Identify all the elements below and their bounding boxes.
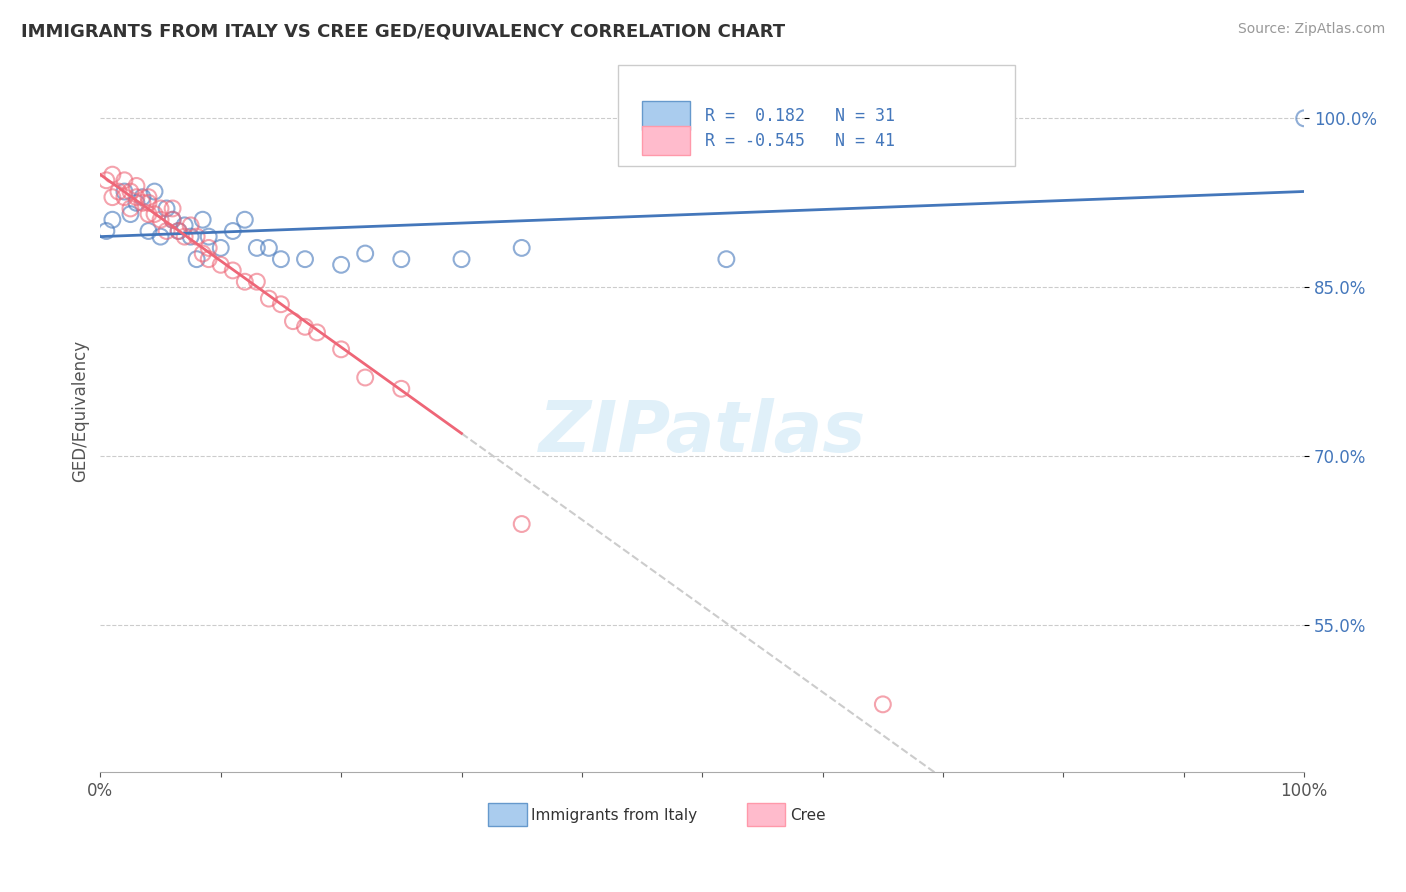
Point	[112, 190, 135, 204]
Point	[149, 212, 172, 227]
Point	[120, 185, 142, 199]
Point	[155, 224, 177, 238]
Point	[233, 275, 256, 289]
Point	[138, 195, 160, 210]
Point	[96, 224, 118, 238]
FancyBboxPatch shape	[619, 65, 1015, 166]
Point	[173, 229, 195, 244]
Point	[101, 212, 124, 227]
Point	[510, 241, 533, 255]
Point	[450, 252, 472, 267]
Point	[354, 246, 377, 260]
Point	[246, 241, 269, 255]
Point	[197, 229, 219, 244]
Point	[101, 190, 124, 204]
Point	[138, 224, 160, 238]
Point	[510, 516, 533, 531]
Point	[101, 168, 124, 182]
Point	[149, 202, 172, 216]
Text: Cree: Cree	[790, 808, 825, 822]
Point	[162, 212, 184, 227]
Point	[138, 207, 160, 221]
Point	[716, 252, 738, 267]
Point	[197, 252, 219, 267]
Bar	[747, 803, 786, 826]
Point	[112, 185, 135, 199]
Point	[209, 241, 232, 255]
Point	[246, 275, 269, 289]
Text: R = -0.545   N = 41: R = -0.545 N = 41	[704, 132, 894, 150]
Point	[354, 370, 377, 384]
Point	[143, 185, 166, 199]
Point	[155, 202, 177, 216]
Text: Source: ZipAtlas.com: Source: ZipAtlas.com	[1237, 22, 1385, 37]
Point	[294, 319, 316, 334]
Point	[162, 202, 184, 216]
Point	[209, 258, 232, 272]
Point	[138, 190, 160, 204]
Y-axis label: GED/Equivalency: GED/Equivalency	[72, 340, 89, 483]
Bar	[643, 127, 690, 155]
Point	[294, 252, 316, 267]
Point	[180, 229, 202, 244]
Point	[270, 297, 292, 311]
Point	[186, 229, 208, 244]
Point	[270, 252, 292, 267]
Bar	[488, 803, 526, 826]
Point	[197, 241, 219, 255]
Text: IMMIGRANTS FROM ITALY VS CREE GED/EQUIVALENCY CORRELATION CHART: IMMIGRANTS FROM ITALY VS CREE GED/EQUIVA…	[21, 22, 785, 40]
Point	[1294, 112, 1316, 126]
Point	[872, 698, 894, 712]
Point	[149, 229, 172, 244]
Point	[222, 263, 245, 277]
Point	[120, 202, 142, 216]
Text: R =  0.182   N = 31: R = 0.182 N = 31	[704, 107, 894, 125]
Point	[191, 212, 214, 227]
Point	[125, 178, 148, 193]
Point	[389, 252, 412, 267]
Point	[107, 185, 129, 199]
Point	[233, 212, 256, 227]
Point	[167, 224, 190, 238]
Point	[131, 195, 153, 210]
Point	[186, 252, 208, 267]
Point	[112, 173, 135, 187]
Point	[330, 258, 353, 272]
Point	[96, 173, 118, 187]
Point	[330, 343, 353, 357]
Point	[162, 212, 184, 227]
Point	[257, 241, 280, 255]
Bar	[643, 101, 690, 130]
Point	[131, 190, 153, 204]
Text: Immigrants from Italy: Immigrants from Italy	[531, 808, 697, 822]
Point	[222, 224, 245, 238]
Point	[180, 219, 202, 233]
Point	[167, 224, 190, 238]
Text: ZIPatlas: ZIPatlas	[538, 399, 866, 467]
Point	[125, 190, 148, 204]
Point	[173, 219, 195, 233]
Point	[125, 195, 148, 210]
Point	[143, 207, 166, 221]
Point	[120, 207, 142, 221]
Point	[281, 314, 304, 328]
Point	[191, 246, 214, 260]
Point	[257, 292, 280, 306]
Point	[389, 382, 412, 396]
Point	[305, 326, 328, 340]
